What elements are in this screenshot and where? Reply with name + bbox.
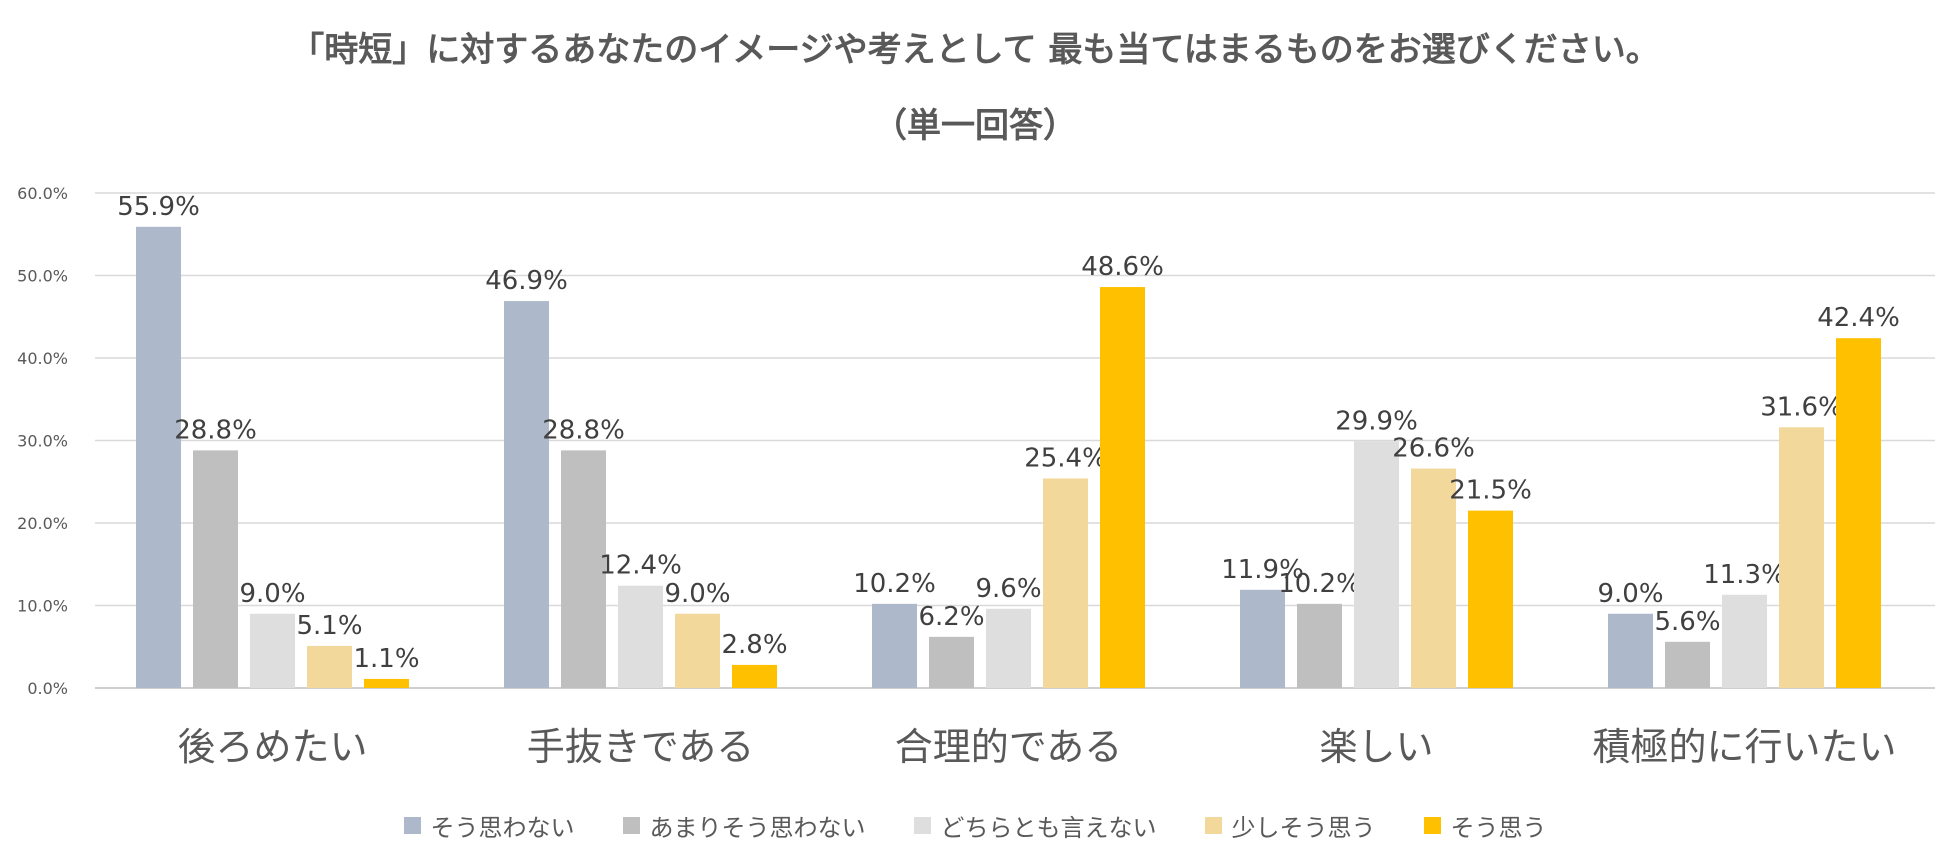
bar <box>1043 478 1088 688</box>
data-label: 29.9% <box>1335 406 1418 436</box>
legend-item: あまりそう思わない <box>622 808 866 843</box>
bar <box>986 608 1031 688</box>
legend-label: あまりそう思わない <box>649 814 866 842</box>
data-label: 1.1% <box>353 644 419 674</box>
legend-swatch-icon <box>622 817 640 834</box>
data-label: 9.0% <box>239 579 305 609</box>
y-tick-label: 10.0% <box>17 597 68 616</box>
legend-swatch-icon <box>1204 817 1222 834</box>
bar <box>193 450 238 688</box>
bar <box>1354 441 1399 688</box>
data-label: 6.2% <box>918 602 984 632</box>
bar <box>872 603 917 688</box>
bar <box>1608 613 1653 688</box>
data-label: 25.4% <box>1024 443 1107 473</box>
data-label: 11.3% <box>1703 560 1786 590</box>
y-tick-label: 50.0% <box>17 267 68 286</box>
x-category-label: 楽しい <box>1319 725 1433 769</box>
legend-item: 少しそう思う <box>1204 808 1376 843</box>
legend-item: そう思わない <box>403 808 575 843</box>
bar <box>618 585 663 688</box>
legend-swatch-icon <box>403 817 421 834</box>
bar <box>1100 287 1145 688</box>
data-label: 42.4% <box>1817 303 1900 333</box>
x-category-label: 積極的に行いたい <box>1592 725 1896 769</box>
bar <box>1722 594 1767 688</box>
bar <box>1240 589 1285 688</box>
chart-title: 「時短」に対するあなたのイメージや考えとして 最も当てはまるものをお選びください… <box>290 30 1660 70</box>
bar <box>136 226 181 688</box>
data-label: 11.9% <box>1221 555 1304 585</box>
legend: そう思わない あまりそう思わない どちらとも言えない 少しそう思う そう思う <box>0 808 1950 843</box>
y-tick-label: 30.0% <box>17 432 68 451</box>
x-category-label: 後ろめたい <box>177 725 367 769</box>
bar <box>561 450 606 688</box>
data-label: 28.8% <box>542 415 625 445</box>
legend-label: そう思わない <box>430 814 575 842</box>
data-label: 26.6% <box>1392 434 1475 464</box>
bar <box>1411 468 1456 688</box>
legend-label: そう思う <box>1450 814 1547 842</box>
legend-label: 少しそう思う <box>1231 814 1376 842</box>
bar <box>364 678 409 688</box>
data-label: 28.8% <box>174 415 257 445</box>
bar <box>307 645 352 688</box>
legend-label: どちらとも言えない <box>940 814 1157 842</box>
y-tick-label: 0.0% <box>27 679 68 698</box>
data-label: 5.1% <box>296 611 362 641</box>
bar <box>1779 427 1824 688</box>
x-category-label: 合理的である <box>895 725 1123 769</box>
bar-chart: 0.0% 10.0% 20.0% 30.0% 40.0% 50.0% 60.0% 55.9% 2… <box>17 184 1935 769</box>
data-label: 21.5% <box>1449 476 1532 506</box>
data-label: 10.2% <box>1278 569 1361 599</box>
bar <box>1665 641 1710 688</box>
data-label: 10.2% <box>853 569 936 599</box>
bar <box>1297 603 1342 688</box>
data-label: 9.6% <box>975 574 1041 604</box>
bar <box>504 301 549 688</box>
data-label: 55.9% <box>117 192 200 222</box>
legend-swatch-icon <box>1423 817 1441 834</box>
y-tick-label: 60.0% <box>17 184 68 203</box>
data-label: 12.4% <box>599 551 682 581</box>
bar <box>675 613 720 688</box>
bar <box>1836 338 1881 688</box>
x-category-label: 手抜きである <box>527 725 755 769</box>
legend-item: そう思う <box>1423 808 1547 843</box>
bar <box>732 664 777 688</box>
data-label: 9.0% <box>1597 579 1663 609</box>
legend-item: どちらとも言えない <box>913 808 1157 843</box>
data-label: 31.6% <box>1760 392 1843 422</box>
data-label: 2.8% <box>721 630 787 660</box>
chart-subtitle: （単一回答） <box>873 106 1077 146</box>
bar <box>250 613 295 688</box>
y-tick-label: 40.0% <box>17 349 68 368</box>
data-label: 5.6% <box>1654 607 1720 637</box>
data-label: 46.9% <box>485 266 568 296</box>
data-label: 9.0% <box>664 579 730 609</box>
bar <box>929 636 974 688</box>
legend-swatch-icon <box>913 817 931 834</box>
bar <box>1468 510 1513 688</box>
data-label: 48.6% <box>1081 252 1164 282</box>
y-tick-label: 20.0% <box>17 514 68 533</box>
